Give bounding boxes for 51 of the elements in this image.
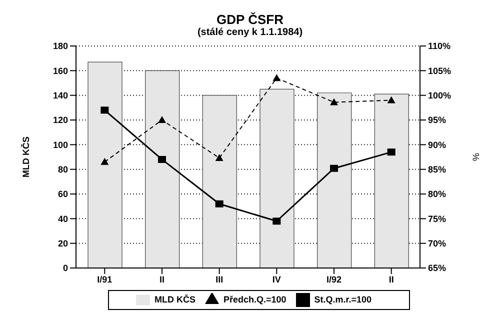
y2-tick-label: 110% <box>428 41 451 52</box>
bar <box>260 88 294 268</box>
y2-axis-title: % <box>471 152 482 162</box>
point <box>387 96 396 104</box>
x-tick-label: I/91 <box>97 274 112 284</box>
y-tick-label: 100 <box>52 140 68 150</box>
bar <box>317 92 352 268</box>
y2-tick-label: 105% <box>428 66 452 76</box>
point <box>330 98 338 106</box>
y-tick-label: 120 <box>52 115 68 126</box>
y2-tick-label: 80% <box>428 189 446 200</box>
x-tick-label: III <box>216 274 224 284</box>
y2-tick-label: 65% <box>428 263 446 274</box>
chart-title: GDP ČSFR <box>216 11 284 27</box>
y-tick-label: 40 <box>58 214 68 224</box>
point <box>215 200 224 208</box>
y-tick-label: 160 <box>52 66 68 76</box>
y-tick-label: 0 <box>62 263 68 274</box>
point <box>387 148 396 156</box>
y-tick-label: 180 <box>52 41 68 52</box>
y-axis-title: MLD KČS <box>20 136 32 178</box>
x-tick-label: I/92 <box>326 274 342 284</box>
bar <box>202 95 237 268</box>
y-tick-label: 20 <box>58 238 68 249</box>
y2-tick-label: 95% <box>428 115 446 126</box>
point <box>330 164 338 172</box>
y-tick-label: 60 <box>58 189 68 200</box>
point <box>158 156 166 163</box>
x-tick-label: II <box>159 274 165 284</box>
x-tick-label: IV <box>272 274 281 284</box>
y2-tick-label: 85% <box>428 164 446 175</box>
bar <box>145 70 180 268</box>
legend-label: Předch.Q.=100 <box>223 294 286 304</box>
point <box>158 116 166 123</box>
bar <box>374 94 409 268</box>
y2-tick-label: 75% <box>428 214 446 224</box>
y2-tick-label: 70% <box>428 238 446 249</box>
legend-label: St.Q.m.r.=100 <box>314 294 372 304</box>
point <box>272 218 281 225</box>
y2-tick-label: 90% <box>428 140 446 150</box>
point <box>215 154 224 161</box>
legend-label: MLD KČS <box>154 294 196 304</box>
x-tick-label: II <box>388 274 394 284</box>
y-tick-label: 140 <box>52 90 68 101</box>
point <box>100 106 109 114</box>
point <box>100 158 109 165</box>
chart-subtitle: (stálé ceny k 1.1.1984) <box>196 27 304 38</box>
y2-tick-label: 100% <box>428 90 452 101</box>
point <box>272 74 281 82</box>
y-tick-label: 80 <box>58 164 68 175</box>
bar <box>88 62 122 268</box>
